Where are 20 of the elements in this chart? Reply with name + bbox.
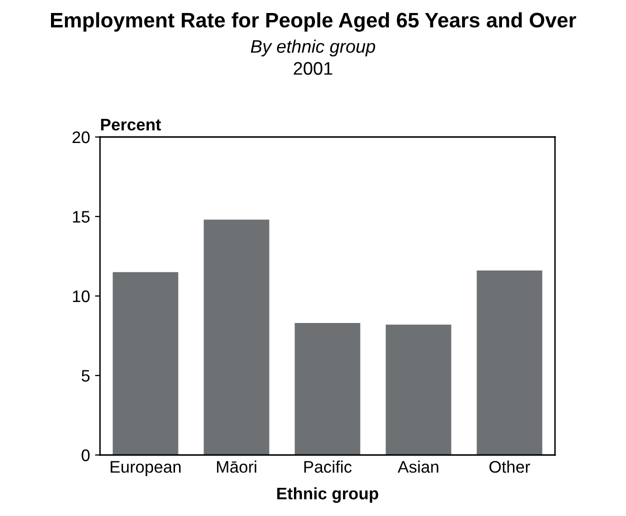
x-tick-label: Asian [398,460,438,473]
chart-title: Employment Rate for People Aged 65 Years and Over [51,12,576,32]
bar [294,323,360,455]
bar [476,270,542,455]
bar [112,272,178,455]
y-tick-label: 0 [82,449,90,462]
y-axis-title: Percent [101,118,161,131]
y-tick-label: 15 [73,211,90,223]
bar [204,220,270,455]
y-tick-label: 20 [72,131,90,144]
bar [386,324,452,455]
x-tick-label: Pacific [304,460,352,473]
x-tick-label: European [110,461,181,476]
y-tick-label: 10 [73,290,90,302]
y-tick-label: 5 [82,370,90,382]
x-tick-label: Other [489,460,530,473]
x-axis-title: Ethnic group [277,487,378,503]
chart-subtitle: By ethnic group [250,40,376,56]
text: 2001 [294,62,332,75]
x-tick-label: Māori [217,460,256,473]
